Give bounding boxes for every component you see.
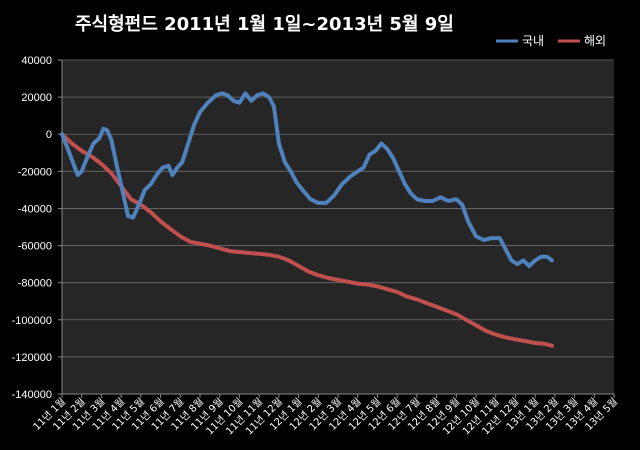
legend-label: 국내	[522, 34, 544, 48]
series-line-0	[60, 91, 554, 268]
y-tick-label: -120000	[12, 352, 52, 364]
plot-area	[62, 60, 614, 394]
y-tick-label: 20000	[21, 92, 52, 104]
chart-title: 주식형펀드 2011년 1월 1일~2013년 5월 9일	[75, 14, 454, 35]
y-tick-label: 40000	[21, 55, 52, 67]
y-axis: 40000 20000 0 -20000 -40000 -60000 -80000 -1000…	[12, 55, 63, 401]
legend-label: 해외	[584, 34, 606, 48]
y-tick-label: -20000	[18, 166, 52, 178]
legend: 국내 해외	[496, 34, 606, 48]
series-group	[60, 91, 554, 348]
y-tick-label: -140000	[12, 389, 52, 401]
y-tick-label: -40000	[18, 203, 52, 215]
y-tick-label: -60000	[18, 241, 52, 253]
y-tick-label: -80000	[18, 278, 52, 290]
series-line-1	[60, 132, 554, 348]
y-tick-label: -100000	[12, 315, 52, 327]
y-tick-label: 0	[46, 129, 52, 141]
gridlines	[62, 59, 614, 395]
